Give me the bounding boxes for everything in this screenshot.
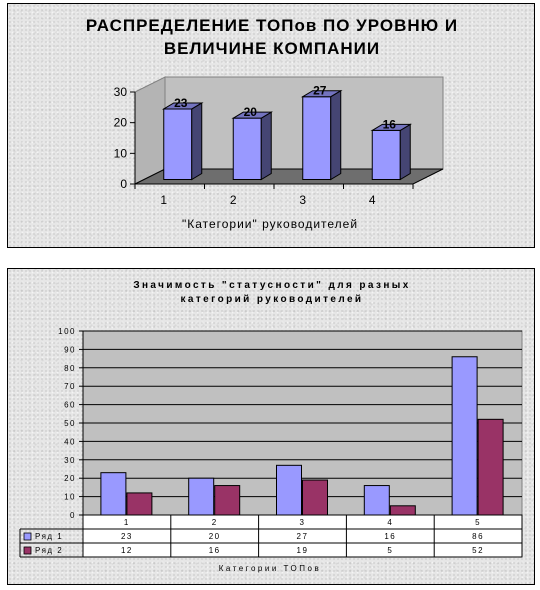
chart-2-table-category: 4 <box>387 518 393 527</box>
chart-2-bar-series-2 <box>302 479 328 516</box>
chart-2-y-tick-label: 50 <box>64 419 76 428</box>
chart-1-bar-front <box>302 96 332 180</box>
chart-2-x-axis-label: Категории ТОПов <box>219 564 321 573</box>
chart-2-table-value: 5 <box>387 546 393 555</box>
chart-2-table-category: 5 <box>475 518 481 527</box>
chart-1-bar-front <box>232 117 262 180</box>
chart-2-bar-series-1 <box>276 464 302 516</box>
chart-2-y-tick-label: 20 <box>64 474 76 483</box>
chart-2-table-category: 2 <box>212 518 218 527</box>
chart-1-data-label: 20 <box>244 105 258 119</box>
chart-2-y-tick-label: 40 <box>64 437 76 446</box>
chart-2-data-table <box>82 514 523 558</box>
chart-1-y-tick-label: 20 <box>114 116 128 130</box>
chart-1-title-line-2: ВЕЛИЧИНЕ КОМПАНИИ <box>164 39 380 58</box>
chart-1-bar-side <box>330 89 342 181</box>
chart-2-title-line-1: Значимость "статусности" для разных <box>133 280 410 291</box>
chart-1-bar-top <box>370 123 413 131</box>
chart-1-data-label: 27 <box>313 84 327 98</box>
chart-2-legend-label-1: Ряд 1 <box>35 532 63 541</box>
chart-2-bar-series-2 <box>126 492 153 516</box>
chart-2-table-value: 86 <box>472 532 484 541</box>
chart-1-bar-side <box>399 123 411 181</box>
chart-1-x-tick-label: 2 <box>230 193 237 207</box>
chart-1-y-tick-label: 30 <box>114 85 128 99</box>
chart-2-bar-series-2 <box>214 485 241 516</box>
chart-2-table-value: 16 <box>209 546 221 555</box>
chart-2-y-tick-label: 30 <box>64 456 76 465</box>
chart-2-legend-swatch-2 <box>23 546 32 555</box>
chart-2-bar-series-1 <box>100 472 127 516</box>
chart-2-y-tick-label: 0 <box>70 511 76 520</box>
chart-1-data-label: 23 <box>174 96 188 110</box>
chart-2-table-value: 16 <box>384 532 396 541</box>
chart-2-y-tick-label: 60 <box>64 401 76 410</box>
chart-2-bar-series-2 <box>477 418 504 516</box>
chart-1-bar-front <box>163 108 193 180</box>
chart-1-data-label: 16 <box>383 117 397 131</box>
chart-2-y-tick-label: 10 <box>64 493 76 502</box>
chart-2-table-value: 27 <box>297 532 309 541</box>
chart-2-bar-series-1 <box>363 485 390 516</box>
chart-2-table-category: 3 <box>300 518 306 527</box>
chart-2-y-tick-label: 90 <box>64 345 76 354</box>
chart-1-x-tick-label: 1 <box>160 193 167 207</box>
chart-1-bar-front <box>371 129 401 180</box>
chart-2-y-tick-label: 100 <box>58 327 76 336</box>
chart-1-x-tick-label: 4 <box>369 193 376 207</box>
chart-1-svg: РАСПРЕДЕЛЕНИЕ ТОПов ПО УРОВНЮ И ВЕЛИЧИНЕ… <box>86 16 458 231</box>
chart-1-bar <box>231 111 274 181</box>
chart-2-table-value: 12 <box>121 546 133 555</box>
chart-1-bar <box>161 102 204 181</box>
chart-1-side-wall <box>134 76 166 185</box>
chart-1-panel: РАСПРЕДЕЛЕНИЕ ТОПов ПО УРОВНЮ И ВЕЛИЧИНЕ… <box>7 3 535 248</box>
chart-1-y-tick-label: 10 <box>114 146 128 160</box>
chart-2-svg: Значимость "статусности" для разных кате… <box>19 280 523 573</box>
chart-1-bar-side <box>260 111 272 181</box>
chart-1-bar-side <box>191 102 203 181</box>
chart-2-table-value: 20 <box>209 532 221 541</box>
chart-2-legend-swatch-1 <box>23 532 32 541</box>
chart-2-bar-series-2 <box>389 505 416 516</box>
chart-2-bar-series-1 <box>451 356 478 516</box>
chart-1-title-line-1: РАСПРЕДЕЛЕНИЕ ТОПов ПО УРОВНЮ И <box>86 16 458 35</box>
chart-2-table-value: 52 <box>472 546 484 555</box>
chart-2-legend-label-2: Ряд 2 <box>35 546 63 555</box>
chart-2-table-value: 19 <box>297 546 309 555</box>
chart-2-table-category: 1 <box>124 518 130 527</box>
chart-1-bar <box>300 89 343 181</box>
chart-2-y-tick-label: 70 <box>64 382 76 391</box>
chart-2-table-value: 23 <box>121 532 133 541</box>
chart-1-y-tick-label: 0 <box>120 177 127 191</box>
chart-2-title-line-2: категорий руководителей <box>181 294 364 305</box>
chart-1-bar-top <box>231 111 274 119</box>
chart-1-bar <box>370 123 413 181</box>
chart-2-panel: Значимость "статусности" для разных кате… <box>7 268 535 585</box>
chart-1-bar-top <box>161 102 204 110</box>
chart-2-bar-series-1 <box>188 477 215 516</box>
chart-1-x-axis-label: "Категории" руководителей <box>182 217 358 231</box>
chart-2-y-tick-label: 80 <box>64 364 76 373</box>
chart-1-plot-area: 0 10 20 30 23 1 20 2 27 3 16 4 <box>114 76 444 207</box>
chart-1-x-tick-label: 3 <box>299 193 306 207</box>
chart-1-bar-top <box>300 90 343 98</box>
